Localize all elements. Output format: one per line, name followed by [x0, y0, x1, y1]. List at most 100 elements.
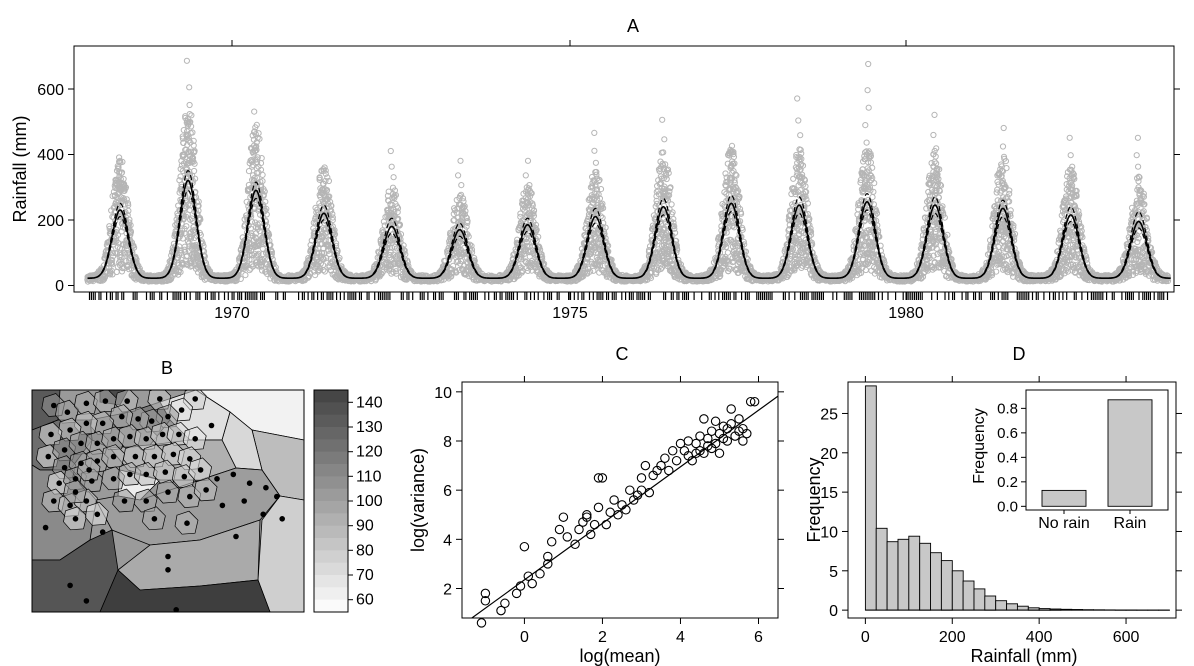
panel-a-point-1031 — [249, 263, 256, 270]
panel-a-point-1885 — [392, 192, 399, 199]
panel-a-point-4630 — [869, 194, 876, 201]
panel-a-point-562 — [180, 127, 187, 134]
panel-a-point-273 — [124, 200, 132, 207]
panel-a-point-121 — [109, 250, 117, 257]
panel-a-point-1435 — [316, 176, 323, 183]
panel-a-point-307 — [131, 244, 138, 251]
panel-a-point-513 — [175, 267, 182, 274]
panel-a-point-1399 — [312, 204, 319, 211]
panel-a-point-1160 — [261, 188, 268, 195]
panel-a-label: A — [627, 16, 639, 36]
panel-a-point-1397 — [312, 272, 319, 279]
panel-a-point-1438 — [316, 174, 323, 181]
panel-a-point-1133 — [259, 267, 266, 274]
panel-a-point-658 — [188, 233, 195, 240]
panel-a-point-3720 — [724, 249, 732, 256]
panel-a-point-656 — [187, 235, 195, 242]
panel-a-point-1165 — [262, 198, 269, 205]
panel-a-point-188 — [116, 158, 123, 165]
panel-a-point-1909 — [394, 205, 402, 212]
panel-a-point-167 — [114, 232, 122, 239]
panel-a-point-925 — [237, 275, 244, 282]
panel-a-point-1489 — [322, 170, 329, 177]
panel-a-point-2934 — [590, 267, 597, 274]
panel-a-point-218 — [119, 158, 126, 165]
panel-a-point-1557 — [329, 214, 336, 221]
panel-a-point-1110 — [256, 135, 263, 142]
panel-a-point-2610 — [528, 267, 535, 274]
panel-a-point-1904 — [394, 209, 401, 216]
panel-a: A Rainfall (mm) 0 200 400 600 1970 1975 … — [10, 16, 1180, 322]
panel-a-point-1153 — [260, 191, 267, 198]
panel-a-point-1555 — [329, 217, 336, 224]
panel-a-point-1572 — [331, 231, 339, 238]
panel-a-point-1174 — [263, 211, 270, 218]
panel-a-point-1931 — [397, 231, 405, 238]
panel-a-point-558 — [179, 235, 186, 242]
panel-a-point-291 — [127, 222, 134, 229]
panel-a-point-1159 — [261, 255, 268, 262]
panel-a-point-1553 — [329, 210, 336, 218]
panel-a-point-1505 — [324, 174, 331, 181]
panel-a-point-163 — [113, 250, 120, 257]
panel-a-point-1797 — [382, 251, 389, 258]
panel-a-point-1883 — [391, 194, 398, 202]
panel-a-point-3432 — [668, 201, 675, 208]
panel-a-point-699 — [191, 148, 198, 156]
panel-a-point-158 — [113, 268, 120, 276]
panel-a-point-565 — [180, 261, 187, 268]
panel-a-point-708 — [192, 175, 199, 182]
panel-a-point-2163 — [450, 210, 457, 218]
panel-a-point-655 — [188, 112, 195, 119]
panel-a-point-1556 — [329, 223, 336, 230]
panel-a-point-1026 — [250, 162, 257, 169]
panel-a-point-1865 — [389, 190, 396, 197]
panel-a-point-589 — [183, 223, 190, 230]
panel-a-point-1390 — [310, 219, 317, 226]
panel-a-point-1948 — [401, 247, 408, 254]
panel-a-point-540 — [178, 249, 185, 256]
panel-a-point-955 — [242, 272, 249, 279]
panel-a-point-1486 — [321, 164, 328, 171]
panel-a-observations — [84, 57, 1172, 285]
panel-a-point-119 — [109, 257, 116, 264]
panel-a-point-120 — [108, 259, 115, 267]
panel-a-point-659 — [187, 148, 195, 155]
panel-a-point-1540 — [327, 198, 334, 205]
panel-a-point-1044 — [251, 174, 258, 181]
panel-a-point-693 — [191, 160, 198, 167]
panel-a-point-991 — [246, 267, 253, 274]
panel-a-point-1548 — [328, 207, 335, 214]
panel-a-point-1087 — [254, 224, 262, 231]
panel-a-point-185 — [116, 169, 123, 176]
panel-a-point-105 — [107, 271, 114, 278]
panel-a-point-698 — [191, 167, 198, 175]
panel-a-point-1101 — [255, 250, 262, 257]
panel-a-point-1145 — [259, 178, 266, 185]
panel-a-point-982 — [245, 168, 253, 175]
panel-a-point-1484 — [321, 268, 328, 275]
panel-a-point-212 — [118, 254, 125, 261]
panel-a-point-678 — [189, 129, 196, 136]
panel-a-point-1504 — [323, 255, 330, 262]
panel-a-point-1362 — [305, 273, 312, 280]
panel-a-point-1507 — [323, 187, 331, 194]
panel-a-point-1140 — [259, 171, 266, 178]
panel-a-point-1905 — [395, 215, 402, 222]
panel-a-point-1052 — [251, 250, 258, 257]
panel-a-point-255 — [123, 196, 130, 203]
panel-a-point-669 — [188, 262, 195, 269]
panel-a-point-1470 — [319, 186, 327, 193]
panel-a-point-1341 — [301, 276, 308, 283]
panel-a-point-1073 — [253, 121, 260, 129]
panel-a-point-1467 — [320, 266, 327, 274]
panel-a-point-525 — [177, 173, 184, 180]
panel-a-point-272 — [125, 202, 132, 209]
panel-a-point-666 — [188, 215, 196, 222]
panel-a-point-1364 — [306, 270, 314, 277]
panel-a-point-4643 — [871, 180, 878, 187]
panel-a-point-1522 — [325, 177, 332, 185]
panel-a-point-647 — [187, 202, 194, 209]
panel-a-point-290 — [127, 228, 134, 235]
